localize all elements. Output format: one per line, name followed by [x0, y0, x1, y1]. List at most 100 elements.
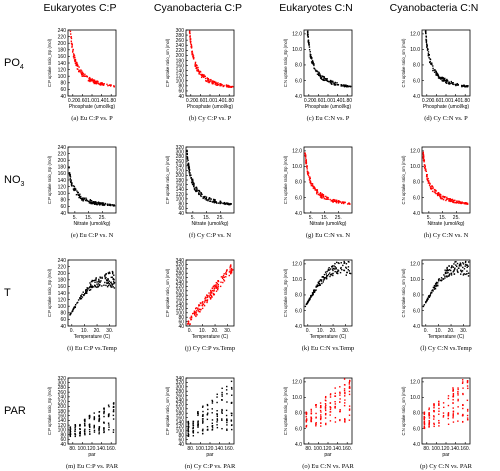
data-point	[193, 188, 196, 191]
data-point	[93, 79, 96, 81]
data-point	[457, 200, 459, 202]
data-point	[217, 287, 219, 290]
data-point	[315, 425, 317, 427]
data-point	[442, 77, 444, 79]
data-point	[462, 404, 464, 406]
data-point	[83, 419, 86, 421]
data-point	[227, 85, 229, 88]
data-point	[442, 414, 445, 417]
data-point	[191, 52, 193, 55]
x-tick-label: 0.	[424, 328, 428, 334]
data-point	[197, 68, 199, 71]
data-point	[462, 262, 464, 264]
x-tick-label: 120.	[441, 446, 451, 452]
data-point	[228, 274, 230, 277]
data-point	[428, 408, 430, 411]
data-point	[447, 397, 450, 400]
data-point	[191, 183, 194, 186]
x-tick-label: 0.60	[196, 98, 206, 104]
data-point	[214, 83, 216, 85]
data-point	[334, 266, 336, 268]
data-point	[197, 70, 199, 72]
data-point	[348, 270, 351, 272]
data-point	[344, 395, 346, 397]
column-header: Eukaryotes C:P	[44, 2, 117, 14]
data-point	[231, 268, 233, 270]
data-point	[101, 202, 104, 204]
data-point	[339, 391, 341, 393]
data-point	[339, 410, 341, 413]
data-point	[226, 424, 228, 426]
data-point	[73, 188, 76, 190]
data-point	[79, 195, 81, 198]
data-point	[113, 282, 116, 284]
panel: 4.06.08.010.012.05. 15. 25.Nitrate (umol/k…	[283, 146, 353, 239]
data-point	[306, 34, 309, 36]
y-tick-label: 180	[58, 165, 67, 171]
y-tick-label: 160	[58, 284, 67, 290]
data-point	[426, 174, 428, 177]
data-point	[109, 284, 111, 286]
data-point	[188, 171, 190, 173]
data-point	[108, 413, 110, 415]
data-point	[438, 419, 440, 422]
data-point	[89, 78, 91, 81]
data-point	[308, 179, 311, 181]
data-point	[109, 85, 112, 87]
data-point	[459, 263, 461, 266]
y-tick-label: 40	[178, 211, 184, 217]
data-point	[462, 407, 464, 410]
data-point	[431, 187, 433, 190]
data-point	[113, 204, 115, 206]
data-point	[69, 178, 71, 180]
data-point	[97, 286, 100, 288]
data-point	[230, 386, 233, 389]
data-point	[329, 420, 332, 422]
data-point	[190, 40, 192, 43]
data-point	[93, 427, 95, 429]
data-point	[192, 420, 195, 423]
scatter-series	[304, 260, 352, 308]
data-point	[459, 201, 462, 203]
data-point	[206, 403, 209, 406]
data-point	[319, 284, 321, 286]
row-header: NO3	[4, 174, 25, 188]
y-tick-label: 200	[58, 271, 67, 277]
y-tick-label: 100	[176, 311, 185, 317]
data-point	[94, 281, 96, 283]
data-point	[186, 150, 188, 153]
data-point	[423, 161, 425, 163]
y-tick-label: 8.0	[295, 63, 302, 69]
data-point	[434, 288, 437, 290]
data-point	[206, 79, 209, 81]
data-point	[89, 79, 91, 82]
data-point	[98, 203, 101, 205]
data-point	[449, 200, 452, 203]
data-point	[438, 193, 440, 195]
data-point	[70, 40, 73, 42]
y-tick-label: 60	[178, 319, 184, 325]
data-point	[334, 81, 336, 84]
plot-frame	[185, 259, 235, 327]
data-point	[312, 185, 314, 187]
data-point	[189, 38, 191, 41]
data-point	[325, 422, 327, 425]
data-point	[345, 267, 348, 269]
data-point	[210, 80, 212, 83]
data-point	[425, 38, 427, 41]
data-point	[435, 70, 437, 73]
y-tick-label: 100	[176, 197, 185, 203]
data-point	[196, 190, 198, 192]
data-point	[339, 200, 341, 203]
data-point	[213, 200, 216, 202]
data-point	[442, 78, 444, 80]
data-point	[456, 262, 459, 265]
data-point	[344, 84, 346, 87]
y-tick-label: 12.0	[410, 380, 420, 386]
data-point	[221, 84, 223, 86]
data-point	[328, 80, 330, 83]
y-tick-label: 240	[176, 398, 185, 404]
data-point	[211, 419, 214, 421]
data-point	[208, 80, 210, 82]
data-point	[188, 165, 190, 168]
